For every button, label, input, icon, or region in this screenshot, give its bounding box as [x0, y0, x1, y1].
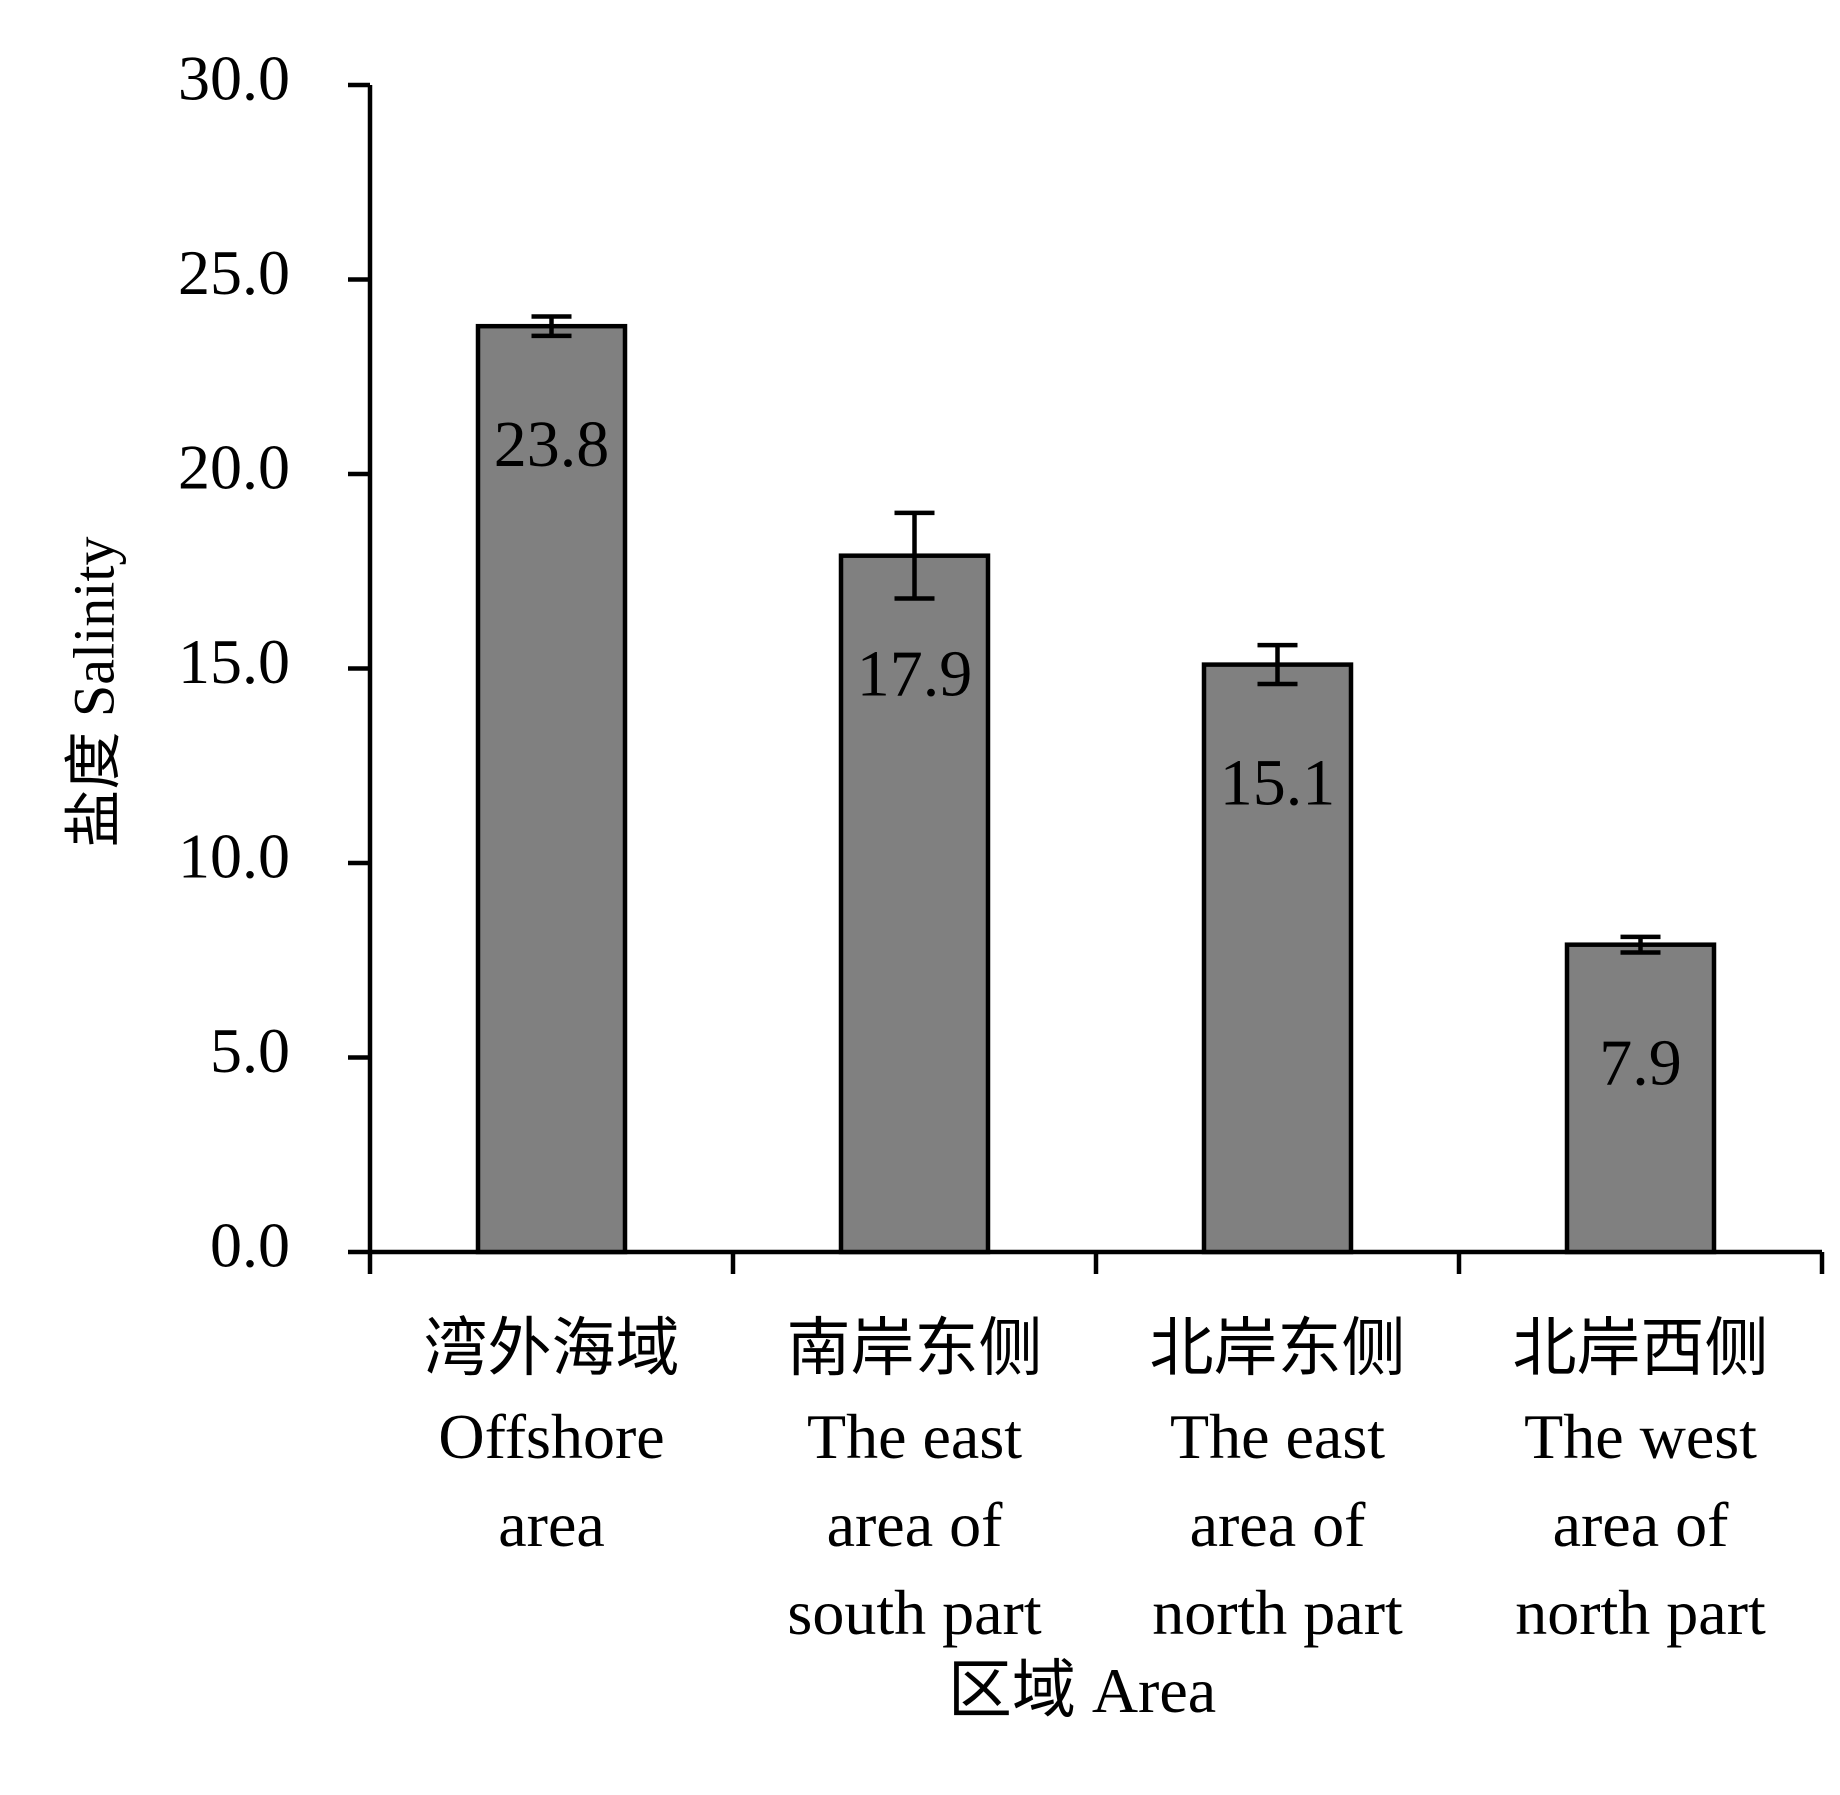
x-tick-label-line: area of: [827, 1489, 1004, 1560]
bar: [1201, 662, 1354, 1255]
x-tick-label: 南岸东侧 The east area of south part: [787, 1313, 1043, 1648]
y-axis: 0.0 5.0 10.0 15.0 20.0 25.0 30.0: [178, 43, 373, 1281]
y-tick-label: 20.0: [178, 432, 290, 503]
error-bar: [1257, 642, 1298, 687]
data-label: 23.8: [494, 408, 610, 481]
y-axis-title: 盐度 Salinity: [61, 537, 126, 848]
y-tick-label: 10.0: [178, 821, 290, 892]
data-label: 15.1: [1220, 747, 1336, 820]
x-tick-label-line: north part: [1515, 1577, 1766, 1648]
error-bars: [531, 314, 1661, 955]
error-bar: [1620, 934, 1661, 955]
bar: [838, 553, 991, 1255]
x-tick-label-line: north part: [1152, 1577, 1403, 1648]
y-tick-label: 5.0: [210, 1015, 290, 1086]
error-bar: [531, 314, 572, 339]
x-tick-label-line: The west: [1524, 1401, 1757, 1472]
y-tick-label: 25.0: [178, 237, 290, 308]
data-labels: 23.8 17.9 15.1 7.9: [494, 408, 1682, 1100]
x-tick-label: 北岸东侧 The east area of north part: [1150, 1313, 1406, 1648]
bar: [475, 323, 628, 1255]
x-tick-label-line: area of: [1553, 1489, 1730, 1560]
error-bar: [894, 510, 935, 601]
x-tick-label-line: 湾外海域: [424, 1313, 680, 1384]
x-tick-label: 湾外海域 Offshore area: [424, 1313, 680, 1560]
x-tick-label-line: area of: [1190, 1489, 1367, 1560]
x-tick-label-line: Offshore: [438, 1401, 664, 1472]
data-label: 7.9: [1599, 1027, 1682, 1100]
x-axis: [367, 1249, 1825, 1274]
x-tick-label-line: The east: [1170, 1401, 1385, 1472]
data-label: 17.9: [857, 638, 973, 711]
y-tick-label: 0.0: [210, 1210, 290, 1281]
bars: [475, 323, 1717, 1255]
x-tick-label-line: south part: [787, 1577, 1041, 1648]
x-tick-label-line: 北岸东侧: [1150, 1313, 1406, 1384]
y-tick-label: 30.0: [178, 43, 290, 114]
x-tick-label-line: 南岸东侧: [787, 1313, 1043, 1384]
x-tick-label-line: 北岸西侧: [1513, 1313, 1769, 1384]
y-tick-label: 15.0: [178, 626, 290, 697]
bar: [1564, 942, 1717, 1255]
x-tick-label: 北岸西侧 The west area of north part: [1513, 1313, 1769, 1648]
x-axis-title: 区域 Area: [948, 1655, 1216, 1726]
x-tick-label-line: The east: [807, 1401, 1022, 1472]
x-tick-labels: 湾外海域 Offshore area 南岸东侧 The east area of south…: [424, 1313, 1769, 1648]
x-tick-label-line: area: [498, 1489, 605, 1560]
